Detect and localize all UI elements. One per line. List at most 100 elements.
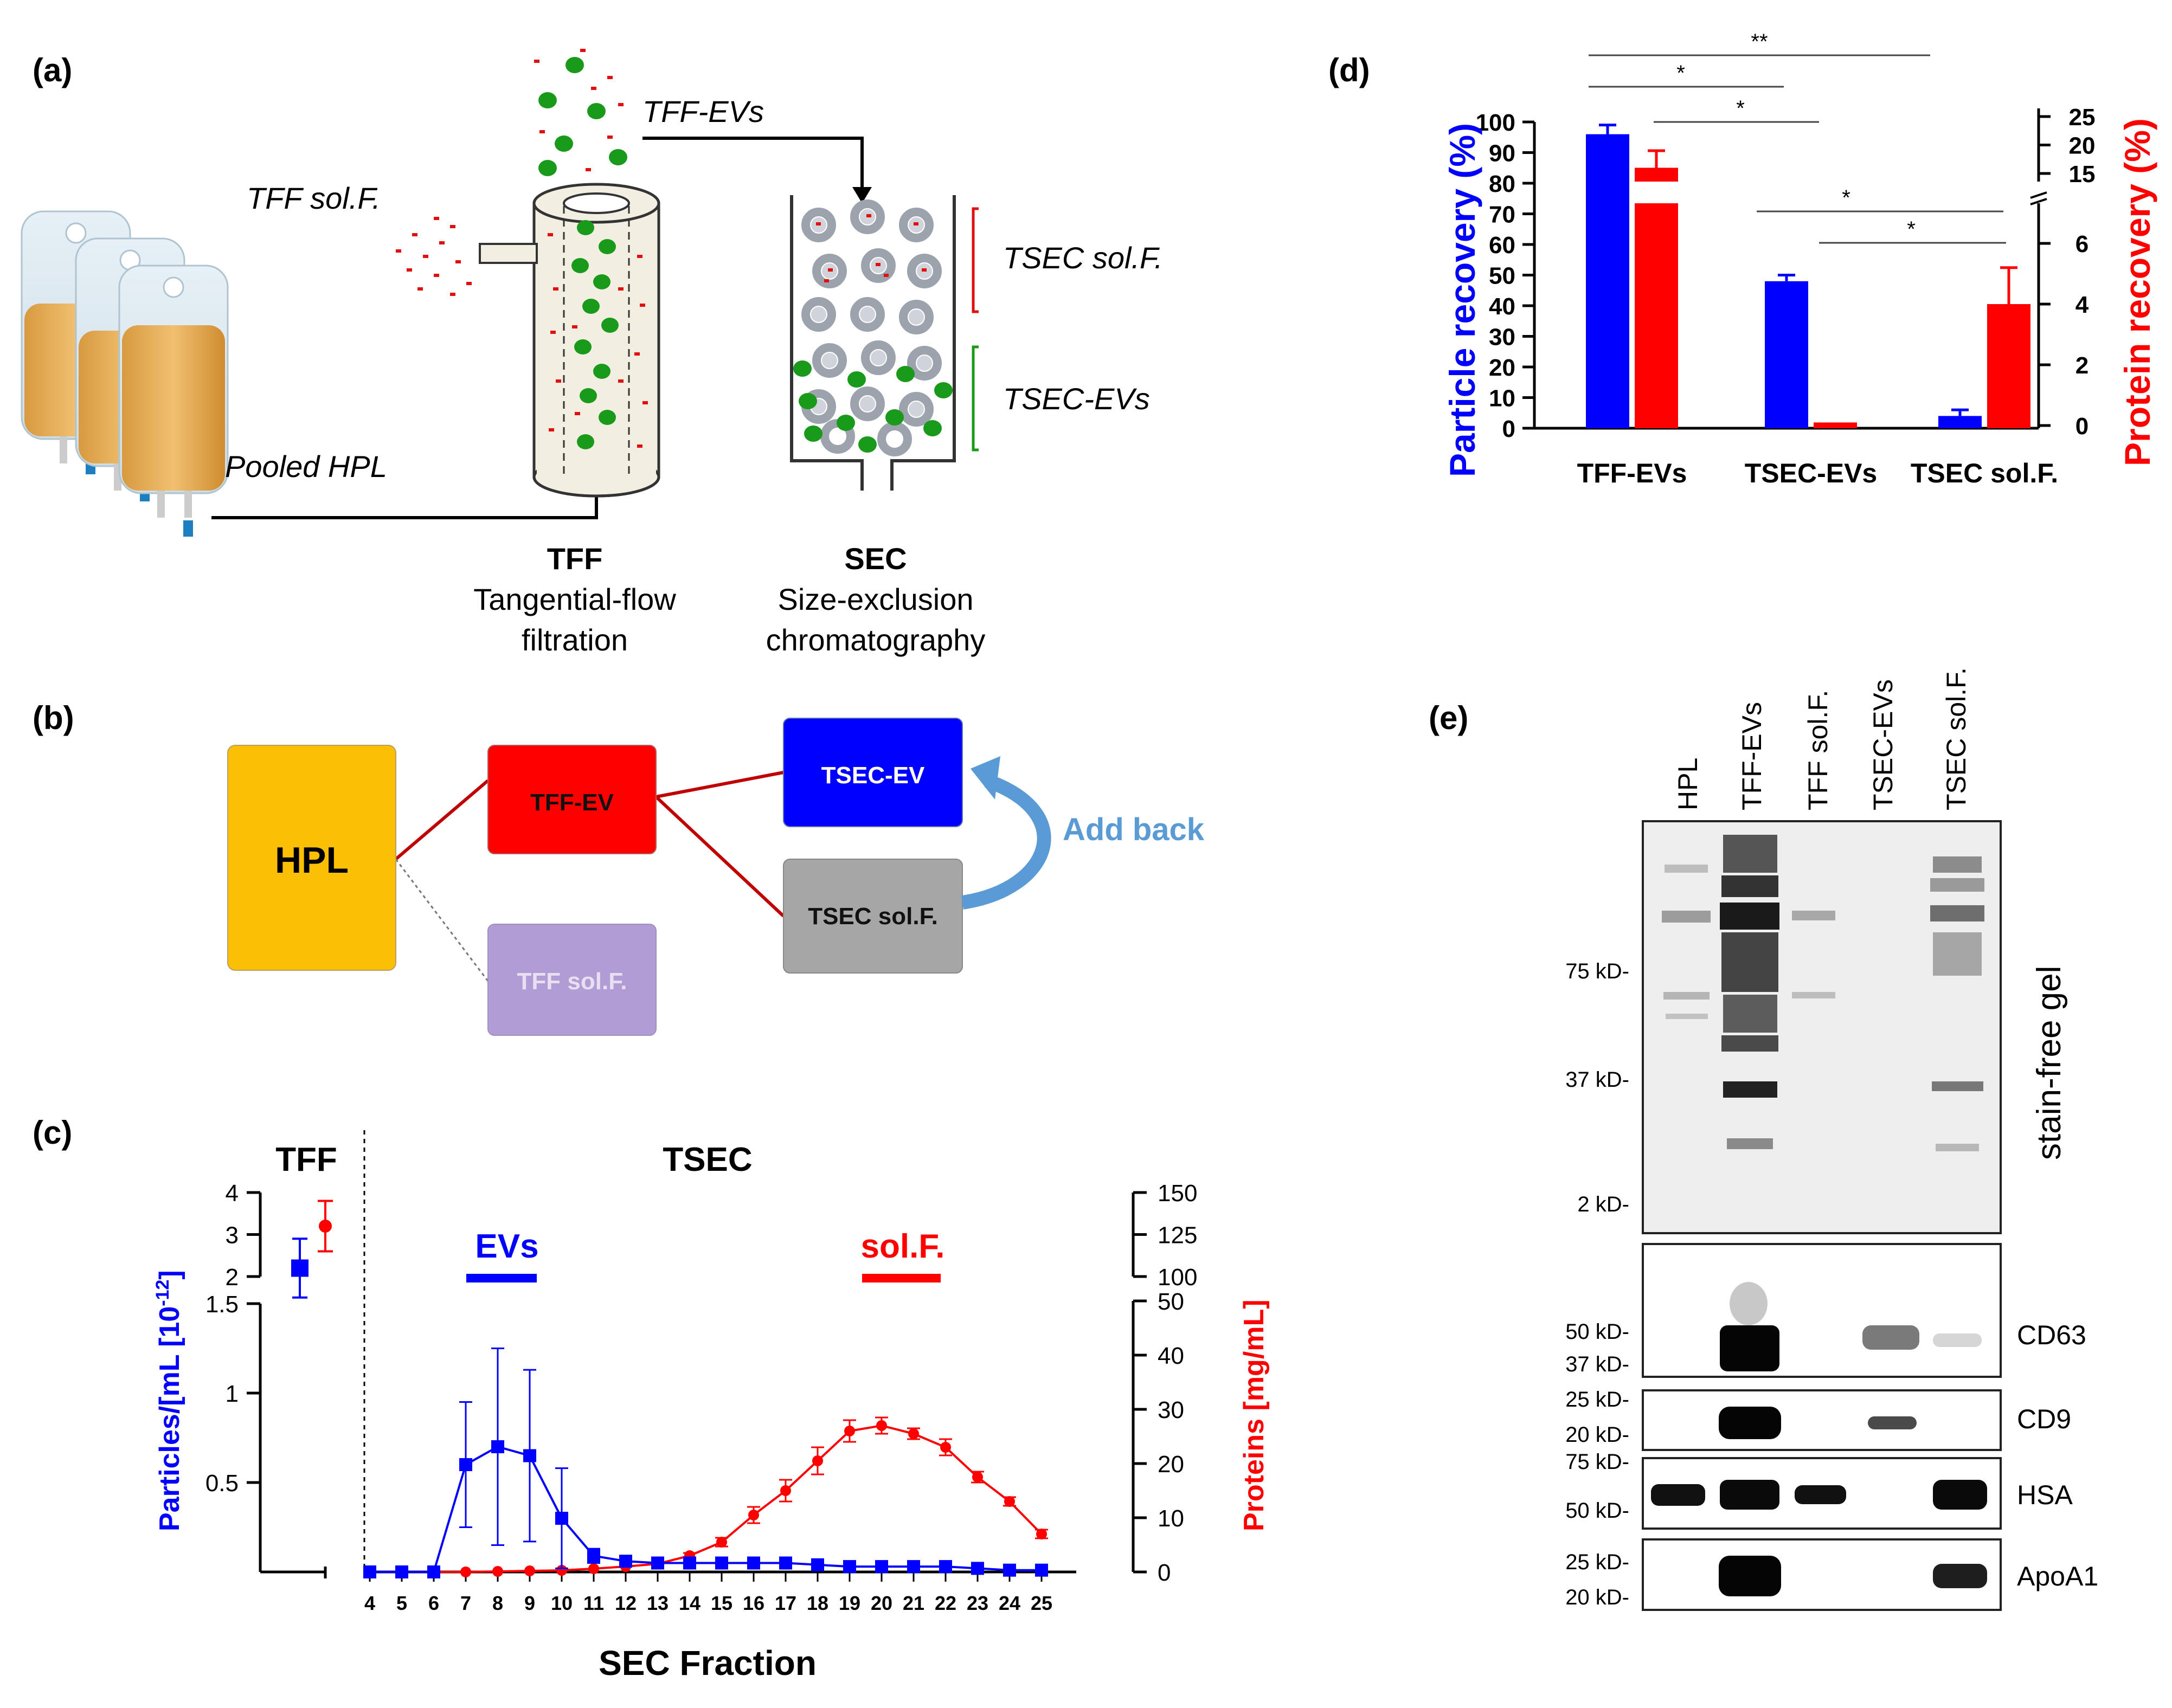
blot-cd9 — [1642, 1389, 2002, 1451]
protein-line — [370, 1424, 1043, 1573]
blot-marker-label: 50 kD- — [1565, 1499, 1629, 1523]
protein-recovery-bar — [1987, 304, 2030, 428]
c-x-tick-label: 22 — [935, 1592, 956, 1614]
blot-marker-label: 25 kD- — [1565, 1388, 1629, 1411]
panel-label-e: (e) — [1429, 700, 1468, 736]
particle-point — [619, 1555, 632, 1568]
tff-desc-2: filtration — [522, 623, 628, 657]
d-right-tick-label: 4 — [2075, 292, 2089, 318]
tsec-solf-label: TSEC sol.F. — [1003, 241, 1163, 275]
significance-label: * — [1907, 217, 1916, 241]
evs-range-bar — [466, 1274, 537, 1282]
protein-point — [1004, 1496, 1015, 1507]
c-x-tick-label: 20 — [871, 1592, 892, 1614]
gel-bands — [1662, 835, 1984, 1151]
d-category-label: TFF-EVs — [1577, 458, 1687, 488]
c-x-tick-label: 9 — [524, 1592, 535, 1614]
d-left-tick-label: 80 — [1489, 171, 1515, 197]
d-right-tick-label: 6 — [2075, 231, 2089, 257]
gel-label: stain-free gel — [2030, 966, 2068, 1160]
c-right-tick-label: 20 — [1158, 1451, 1184, 1478]
protein-point — [972, 1472, 983, 1483]
d-right-tick-label: 15 — [2069, 161, 2096, 188]
protein-point — [844, 1426, 855, 1436]
c-right-tick-label: 40 — [1158, 1343, 1184, 1369]
tff-ev-box-label: TFF-EV — [530, 789, 614, 816]
particle-recovery-bar — [1586, 134, 1629, 429]
c-x-tick-label: 7 — [460, 1592, 471, 1614]
particle-point — [875, 1560, 888, 1574]
d-category-label: TSEC sol.F. — [1911, 458, 2058, 488]
c-x-tick-label: 11 — [583, 1592, 604, 1614]
particle-point — [715, 1556, 728, 1570]
c-right-tick-label: 125 — [1158, 1222, 1197, 1249]
protein-point — [940, 1442, 951, 1453]
particle-point — [491, 1440, 504, 1453]
particle-point — [523, 1449, 536, 1462]
significance-label: * — [1676, 61, 1685, 85]
c-x-tick-label: 6 — [428, 1592, 439, 1614]
c-x-tick-label: 5 — [396, 1592, 407, 1614]
add-back-arrow-icon — [961, 774, 1051, 910]
d-right-tick-label: 0 — [2075, 413, 2089, 440]
sec-title: SEC — [844, 542, 907, 576]
particle-point — [459, 1458, 472, 1471]
tsec-solf-box-label: TSEC sol.F. — [808, 903, 938, 930]
protein-point — [876, 1420, 887, 1431]
sec-desc-1: Size-exclusion — [777, 582, 973, 616]
c-x-tick-label: 13 — [647, 1592, 669, 1614]
c-x-tick-label: 21 — [903, 1592, 924, 1614]
tff-particle-point — [291, 1259, 309, 1277]
blot-marker-label: 75 kD- — [1565, 1450, 1629, 1474]
protein-point — [460, 1567, 471, 1577]
tff-protein-point — [319, 1220, 332, 1233]
tff-evs-arrow — [642, 137, 864, 195]
gel-marker-label: 37 kD- — [1565, 1068, 1629, 1092]
panel-a: Pooled HPL — [21, 49, 1163, 657]
d-right-tick-label: 25 — [2069, 104, 2096, 131]
d-left-tick-label: 70 — [1489, 202, 1515, 228]
sec-column-icon — [790, 195, 979, 491]
protein-point — [780, 1485, 791, 1496]
particle-point — [907, 1560, 920, 1574]
c-right-tick-label: 0 — [1158, 1559, 1171, 1586]
particle-point — [651, 1556, 664, 1570]
y-left-title: Particles/[mL [10-12] — [152, 1270, 185, 1531]
protein-point — [908, 1428, 919, 1439]
protein-point — [588, 1563, 599, 1574]
particle-point — [939, 1560, 952, 1574]
hpl-box — [227, 745, 396, 971]
solf-range-bar — [862, 1274, 941, 1282]
d-left-tick-label: 20 — [1489, 355, 1515, 381]
c-x-tick-label: 24 — [999, 1592, 1020, 1614]
tsec-evs-label: TSEC-EVs — [1003, 382, 1150, 416]
c-x-tick-label: 25 — [1031, 1592, 1052, 1614]
blot-name-label: CD9 — [2017, 1404, 2071, 1434]
particle-recovery-bar — [1765, 281, 1808, 428]
particle-point — [843, 1560, 856, 1574]
particle-point — [683, 1556, 696, 1570]
particle-point — [363, 1565, 376, 1578]
tff-section-title: TFF — [275, 1141, 337, 1178]
lane-label: TFF-EVs — [1737, 702, 1767, 810]
blot-marker-label: 20 kD- — [1565, 1423, 1629, 1447]
link-hpl-tffev — [395, 779, 489, 861]
panel-label-d: (d) — [1328, 52, 1370, 88]
particle-recovery-bar — [1938, 416, 1982, 428]
c-left-tick-label: 1.5 — [205, 1291, 239, 1318]
d-left-tick-label: 30 — [1489, 324, 1515, 351]
d-left-tick-label: 90 — [1489, 140, 1515, 167]
link-tffev-tsecev — [656, 771, 784, 798]
evs-label: EVs — [475, 1228, 538, 1265]
c-x-tick-label: 15 — [711, 1592, 732, 1614]
particle-point — [427, 1565, 440, 1578]
significance-label: ** — [1751, 30, 1768, 54]
particle-point — [811, 1558, 824, 1571]
c-x-tick-label: 16 — [743, 1592, 764, 1614]
c-x-tick-label: 14 — [679, 1592, 701, 1614]
tff-title: TFF — [547, 542, 603, 576]
x-axis-title: SEC Fraction — [599, 1643, 817, 1683]
